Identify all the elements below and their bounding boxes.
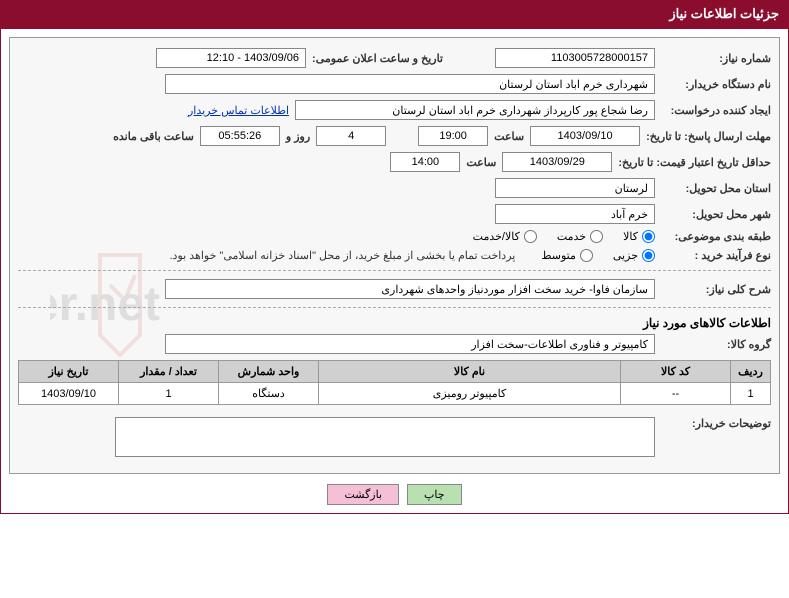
row-buyer-org: نام دستگاه خریدار: شهرداری خرم اباد استا… — [18, 74, 771, 94]
radio-medium[interactable]: متوسط — [541, 249, 593, 262]
radio-service[interactable]: خدمت — [557, 230, 603, 243]
goods-section-label: اطلاعات کالاهای مورد نیاز — [18, 316, 771, 330]
purchase-type-label: نوع فرآیند خرید : — [661, 249, 771, 262]
cell-row: 1 — [731, 383, 771, 405]
announce-field: 1403/09/06 - 12:10 — [156, 48, 306, 68]
th-name: نام کالا — [319, 361, 621, 383]
days-count-field: 4 — [316, 126, 386, 146]
deadline-date-field: 1403/09/10 — [530, 126, 640, 146]
validity-label: حداقل تاریخ اعتبار قیمت: تا تاریخ: — [618, 156, 771, 169]
buyer-notes-box — [115, 417, 655, 457]
buyer-org-label: نام دستگاه خریدار: — [661, 78, 771, 91]
province-label: استان محل تحویل: — [661, 182, 771, 195]
cell-unit: دستگاه — [219, 383, 319, 405]
row-need-number: شماره نیاز: 1103005728000157 تاریخ و ساع… — [18, 48, 771, 68]
summary-label: شرح کلی نیاز: — [661, 283, 771, 296]
summary-field: سازمان فاوا- خرید سخت افزار موردنیاز واح… — [165, 279, 655, 299]
radio-medium-input[interactable] — [580, 249, 593, 262]
validity-date-field: 1403/09/29 — [502, 152, 612, 172]
need-number-field: 1103005728000157 — [495, 48, 655, 68]
row-purchase-type: نوع فرآیند خرید : جزیی متوسط پرداخت تمام… — [18, 249, 771, 262]
purchase-radio-group: جزیی متوسط — [541, 249, 655, 262]
page-title: جزئیات اطلاعات نیاز — [669, 6, 779, 21]
radio-partial[interactable]: جزیی — [613, 249, 655, 262]
buyer-notes-label: توضیحات خریدار: — [661, 417, 771, 430]
th-date: تاریخ نیاز — [19, 361, 119, 383]
deadline-time-field: 19:00 — [418, 126, 488, 146]
back-button[interactable]: بازگشت — [327, 484, 399, 505]
cell-code: -- — [621, 383, 731, 405]
content-panel: شماره نیاز: 1103005728000157 تاریخ و ساع… — [9, 37, 780, 474]
radio-partial-input[interactable] — [642, 249, 655, 262]
days-and-label: روز و — [286, 130, 310, 143]
th-qty: تعداد / مقدار — [119, 361, 219, 383]
validity-time-field: 14:00 — [390, 152, 460, 172]
button-row: چاپ بازگشت — [9, 484, 780, 505]
purchase-note: پرداخت تمام یا بخشی از مبلغ خرید، از محل… — [170, 249, 516, 262]
row-summary: شرح کلی نیاز: سازمان فاوا- خرید سخت افزا… — [18, 279, 771, 299]
need-number-label: شماره نیاز: — [661, 52, 771, 65]
radio-service-input[interactable] — [590, 230, 603, 243]
table-row: 1 -- کامپیوتر رومیزی دستگاه 1 1403/09/10 — [19, 383, 771, 405]
print-button[interactable]: چاپ — [407, 484, 462, 505]
city-field: خرم آباد — [495, 204, 655, 224]
province-field: لرستان — [495, 178, 655, 198]
radio-goods[interactable]: کالا — [623, 230, 655, 243]
row-city: شهر محل تحویل: خرم آباد — [18, 204, 771, 224]
announce-label: تاریخ و ساعت اعلان عمومی: — [312, 52, 443, 65]
row-requester: ایجاد کننده درخواست: رضا شجاع پور کارپرد… — [18, 100, 771, 120]
main-frame: شماره نیاز: 1103005728000157 تاریخ و ساع… — [0, 28, 789, 514]
row-group: گروه کالا: کامپیوتر و فناوری اطلاعات-سخت… — [18, 334, 771, 354]
cell-qty: 1 — [119, 383, 219, 405]
cell-date: 1403/09/10 — [19, 383, 119, 405]
row-validity: حداقل تاریخ اعتبار قیمت: تا تاریخ: 1403/… — [18, 152, 771, 172]
time-label-2: ساعت — [466, 156, 496, 169]
divider-1 — [18, 270, 771, 271]
group-field: کامپیوتر و فناوری اطلاعات-سخت افزار — [165, 334, 655, 354]
row-province: استان محل تحویل: لرستان — [18, 178, 771, 198]
radio-goods-input[interactable] — [642, 230, 655, 243]
th-unit: واحد شمارش — [219, 361, 319, 383]
countdown-field: 05:55:26 — [200, 126, 280, 146]
table-header-row: ردیف کد کالا نام کالا واحد شمارش تعداد /… — [19, 361, 771, 383]
buyer-org-field: شهرداری خرم اباد استان لرستان — [165, 74, 655, 94]
requester-field: رضا شجاع پور کارپرداز شهرداری خرم اباد ا… — [295, 100, 655, 120]
divider-2 — [18, 307, 771, 308]
remaining-label: ساعت باقی مانده — [113, 130, 194, 143]
radio-both-input[interactable] — [524, 230, 537, 243]
category-label: طبقه بندی موضوعی: — [661, 230, 771, 243]
row-deadline: مهلت ارسال پاسخ: تا تاریخ: 1403/09/10 سا… — [18, 126, 771, 146]
contact-link[interactable]: اطلاعات تماس خریدار — [188, 104, 289, 117]
row-category: طبقه بندی موضوعی: کالا خدمت کالا/خدمت — [18, 230, 771, 243]
th-row: ردیف — [731, 361, 771, 383]
th-code: کد کالا — [621, 361, 731, 383]
time-label-1: ساعت — [494, 130, 524, 143]
category-radio-group: کالا خدمت کالا/خدمت — [473, 230, 655, 243]
page-header: جزئیات اطلاعات نیاز — [0, 0, 789, 28]
city-label: شهر محل تحویل: — [661, 208, 771, 221]
goods-table: ردیف کد کالا نام کالا واحد شمارش تعداد /… — [18, 360, 771, 405]
row-buyer-notes: توضیحات خریدار: — [18, 417, 771, 457]
radio-both[interactable]: کالا/خدمت — [473, 230, 537, 243]
group-label: گروه کالا: — [661, 338, 771, 351]
requester-label: ایجاد کننده درخواست: — [661, 104, 771, 117]
cell-name: کامپیوتر رومیزی — [319, 383, 621, 405]
deadline-label: مهلت ارسال پاسخ: تا تاریخ: — [646, 130, 771, 143]
